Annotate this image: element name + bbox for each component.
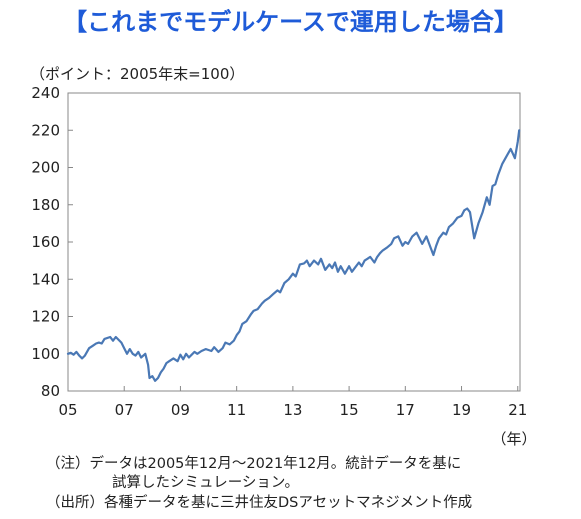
x-tick-label: 17 [396, 401, 415, 419]
y-tick-label: 140 [31, 270, 60, 288]
y-tick-label: 200 [31, 159, 60, 177]
chart-title: 【これまでモデルケースで運用した場合】 [63, 8, 518, 36]
note-line-1: （注）データは2005年12月～2021年12月。統計データを基に [46, 456, 462, 472]
x-tick-label: 05 [58, 401, 77, 419]
y-tick-label: 180 [31, 196, 60, 214]
y-tick-label: 220 [31, 121, 60, 139]
y-tick-label: 100 [31, 345, 60, 363]
series-line [66, 129, 521, 382]
x-tick-label: 21 [508, 401, 527, 419]
x-axis-unit-label: （年） [491, 430, 536, 448]
x-tick-label: 11 [227, 401, 246, 419]
y-axis-unit-label: （ポイント：2005年末=100） [30, 65, 245, 83]
x-tick-label: 13 [283, 401, 302, 419]
x-tick-label: 15 [340, 401, 359, 419]
y-tick-label: 80 [41, 382, 60, 400]
x-tick-label: 19 [452, 401, 471, 419]
plot-frame [67, 92, 521, 392]
y-tick-label: 160 [31, 233, 60, 251]
note-line-2: 試算したシミュレーション。 [112, 475, 300, 491]
source-note: （出所）各種データを基に三井住友DSアセットマネジメント作成 [46, 495, 473, 511]
x-tick-label: 07 [115, 401, 134, 419]
y-tick-label: 120 [31, 308, 60, 326]
x-tick-label: 09 [171, 401, 190, 419]
y-tick-label: 240 [31, 84, 60, 102]
